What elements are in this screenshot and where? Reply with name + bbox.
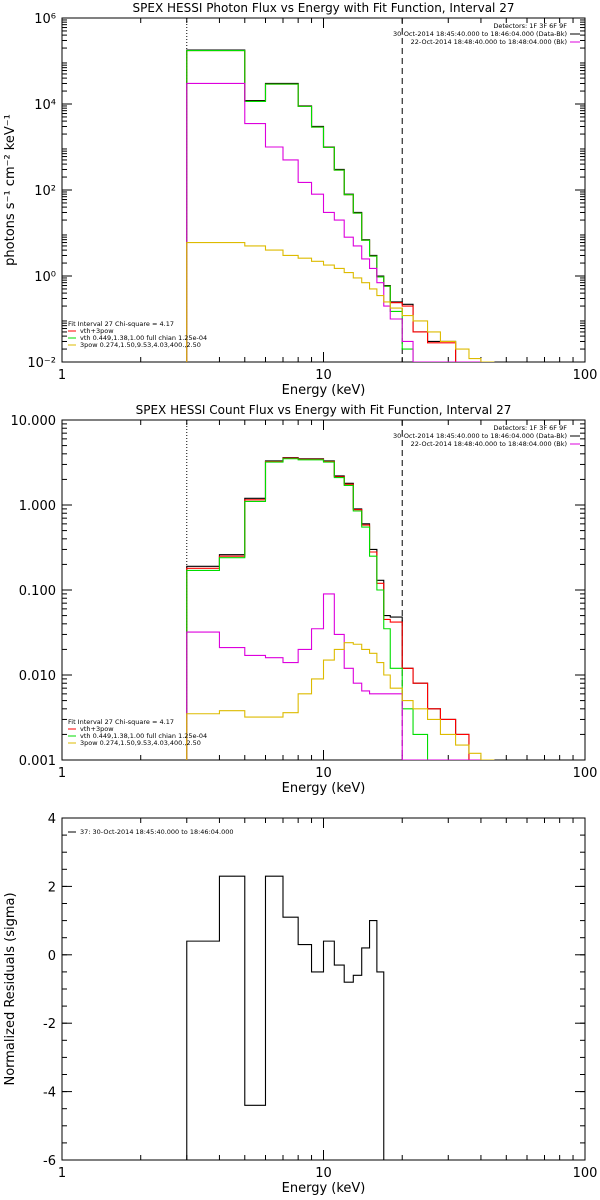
x-tick-label: 1 <box>58 766 66 781</box>
y-tick-label: 4 <box>48 812 56 827</box>
series-line-3 <box>186 458 495 760</box>
y-axis-label: Normalized Residuals (sigma) <box>3 892 18 1085</box>
x-tick-label: 10 <box>315 1166 332 1181</box>
y-tick-label: 0.001 <box>19 754 56 769</box>
series-line-1 <box>186 875 385 1160</box>
y-tick-label: 10⁴ <box>34 98 56 113</box>
series-line-1 <box>186 457 495 760</box>
x-tick-label: 1 <box>58 368 66 383</box>
y-tick-label: 10² <box>34 184 56 199</box>
chart-panel-2: SPEX HESSI Count Flux vs Energy with Fit… <box>11 403 598 796</box>
legend-entry: 3pow 0.274,1.50,9.53,4.03,400.,2.50 <box>80 739 201 747</box>
series-line-1 <box>186 49 495 362</box>
x-tick-label: 1 <box>58 1166 66 1181</box>
chart-panel-3: 1 10 100 Energy (keV) -6 -4 -2 0 2 4 Normalized Re… <box>3 812 597 1196</box>
chart-panel-1: SPEX HESSI Photon Flux vs Energy with Fi… <box>3 1 597 398</box>
series-line-2 <box>186 49 495 362</box>
legend-entry: vth 0.449,1.38,1.00 full chian 1.25e-04 <box>80 334 207 342</box>
x-axis-label: Energy (keV) <box>282 1181 366 1196</box>
series-line-3 <box>186 49 495 362</box>
legend-entry: 30-Oct-2014 18:45:40.000 to 18:46:04.000… <box>393 30 567 38</box>
legend-entry: 30-Oct-2014 18:45:40.000 to 18:46:04.000… <box>393 432 567 440</box>
y-tick-label: -6 <box>43 1154 56 1169</box>
series-line-4 <box>186 82 495 362</box>
series-line-2 <box>186 457 495 760</box>
y-tick-label: -2 <box>43 1017 56 1032</box>
legend-entry: Detectors: 1F 3F 6F 9F <box>493 22 567 30</box>
chart-title: SPEX HESSI Photon Flux vs Energy with Fi… <box>133 1 515 15</box>
legend-entry: 37: 30-Oct-2014 18:45:40.000 to 18:46:04… <box>80 828 234 836</box>
x-tick-label: 100 <box>573 368 598 383</box>
x-tick-label: 100 <box>573 1166 598 1181</box>
y-tick-label: 10⁻² <box>27 356 56 371</box>
y-tick-label: 1.000 <box>19 499 56 514</box>
legend-entry: vth+3pow <box>80 725 114 733</box>
chart-title: SPEX HESSI Count Flux vs Energy with Fit… <box>136 403 512 417</box>
legend-entry: 22-Oct-2014 18:48:40.000 to 18:48:04.000… <box>411 38 567 46</box>
legend-entry: Detectors: 1F 3F 6F 9F <box>493 424 567 432</box>
x-axis-label: Energy (keV) <box>282 781 366 796</box>
x-axis-label: Energy (keV) <box>282 383 366 398</box>
plot-frame <box>61 817 586 1161</box>
y-tick-label: -4 <box>43 1086 56 1101</box>
y-tick-label: 0.100 <box>19 584 56 599</box>
y-tick-label: 0.010 <box>19 669 56 684</box>
x-tick-label: 10 <box>315 766 332 781</box>
legend-entry: vth 0.449,1.38,1.00 full chian 1.25e-04 <box>80 732 207 740</box>
series-line-5 <box>186 241 495 362</box>
legend-entry: 3pow 0.274,1.50,9.53,4.03,400.,2.50 <box>80 341 201 349</box>
y-tick-label: 10⁶ <box>34 12 56 27</box>
series-line-4 <box>186 593 495 760</box>
x-tick-label: 100 <box>573 766 598 781</box>
plot-frame <box>61 17 586 363</box>
x-tick-label: 10 <box>315 368 332 383</box>
y-tick-label: 2 <box>48 880 56 895</box>
legend-entry: Fit Interval 27 Chi-square = 4.17 <box>68 320 174 328</box>
plot-frame <box>61 419 586 761</box>
y-tick-label: 0 <box>48 949 56 964</box>
legend-entry: 22-Oct-2014 18:48:40.000 to 18:48:04.000… <box>411 440 567 448</box>
y-tick-label: 10⁰ <box>34 270 56 285</box>
legend-entry: Fit Interval 27 Chi-square = 4.17 <box>68 718 174 726</box>
legend-entry: vth+3pow <box>80 327 114 335</box>
y-tick-label: 10.000 <box>11 414 57 429</box>
series-line-5 <box>186 642 495 760</box>
y-axis-label: photons s⁻¹ cm⁻² keV⁻¹ <box>3 114 18 266</box>
